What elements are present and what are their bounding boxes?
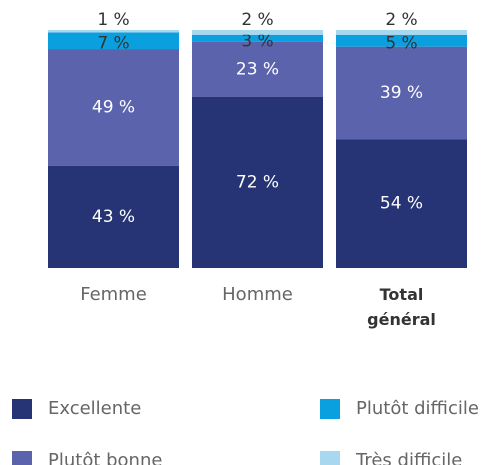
bar-segment xyxy=(192,96,323,268)
data-label: 2 % xyxy=(385,10,417,30)
bar-segment xyxy=(48,30,179,33)
bar-segment xyxy=(336,139,467,268)
bar-segment xyxy=(336,30,467,35)
data-label: 43 % xyxy=(92,207,135,227)
legend-label: Très difficile xyxy=(356,450,463,465)
legend-label: Plutôt difficile xyxy=(356,398,479,419)
legend-label: Plutôt bonne xyxy=(48,450,163,465)
data-label: 54 % xyxy=(380,194,423,214)
legend-swatch xyxy=(320,450,340,465)
data-label: 5 % xyxy=(385,34,417,54)
legend-item: Excellente xyxy=(12,398,141,419)
data-label: 49 % xyxy=(92,97,135,117)
data-label: 2 % xyxy=(241,10,273,30)
legend-swatch xyxy=(12,398,32,419)
bar-segment xyxy=(192,41,323,97)
bar-segment xyxy=(192,30,323,35)
data-label: 23 % xyxy=(236,59,279,79)
data-label: 39 % xyxy=(380,83,423,103)
data-label: 3 % xyxy=(241,31,273,51)
data-label: 7 % xyxy=(97,34,129,54)
legend-item: Plutôt difficile xyxy=(320,398,479,419)
legend-item: Plutôt bonne xyxy=(12,450,162,465)
bar-segment xyxy=(48,32,179,50)
legend-item: Très difficile xyxy=(320,450,462,465)
x-tick-label: Femme xyxy=(80,284,147,305)
legend-label: Excellente xyxy=(48,398,142,419)
bar-segment xyxy=(336,34,467,47)
bar-segment xyxy=(336,46,467,140)
bar-segment xyxy=(48,165,179,268)
bar-segment xyxy=(48,49,179,166)
data-label: 1 % xyxy=(97,10,129,30)
bar-segment xyxy=(192,34,323,42)
data-label: 72 % xyxy=(236,172,279,192)
x-tick-label: Total général xyxy=(367,285,436,329)
legend-swatch xyxy=(12,450,32,465)
x-tick-label: Homme xyxy=(222,284,293,305)
legend-swatch xyxy=(320,398,340,419)
